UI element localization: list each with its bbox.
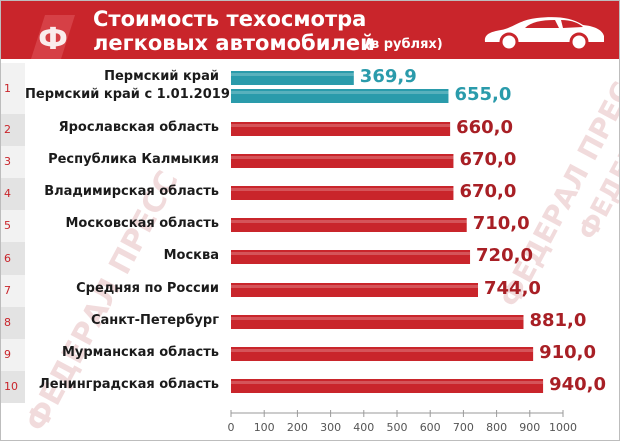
rank-number: 8	[4, 316, 11, 329]
bar-highlight	[231, 317, 524, 320]
value-label: 670,0	[459, 149, 517, 170]
category-label: Ярославская область	[58, 120, 219, 135]
rank-cell: 7	[1, 275, 25, 307]
x-tick-label: 500	[387, 421, 408, 434]
x-tick-label: 800	[486, 421, 507, 434]
category-label: Средняя по России	[76, 281, 219, 296]
bar-highlight	[231, 349, 534, 352]
x-tick-label: 1000	[549, 421, 577, 434]
rank-number: 3	[4, 155, 11, 168]
category-label: Республика Калмыкия	[48, 152, 219, 167]
bar	[231, 154, 454, 168]
x-tick-label: 600	[420, 421, 441, 434]
chart-title-line1: Стоимость техосмотра	[93, 7, 367, 31]
bar-highlight	[231, 220, 467, 223]
value-label: 655,0	[454, 84, 512, 105]
bar-highlight	[231, 124, 451, 127]
rank-number: 2	[4, 123, 11, 136]
bar	[231, 186, 454, 200]
rank-number: 4	[4, 187, 11, 200]
x-tick-label: 400	[353, 421, 374, 434]
rank-cell: 9	[1, 339, 25, 371]
bar	[231, 283, 479, 297]
value-label: 660,0	[456, 117, 514, 138]
x-tick-label: 700	[453, 421, 474, 434]
category-label: Санкт-Петербург	[90, 313, 219, 328]
value-label: 670,0	[459, 181, 517, 202]
category-label: Владимирская область	[44, 184, 219, 199]
bar	[231, 89, 449, 103]
car-icon	[484, 17, 604, 52]
rank-cell: 3	[1, 146, 25, 178]
category-label: Ленинградская область	[39, 377, 219, 392]
bar-highlight	[231, 381, 544, 384]
rank-number: 10	[4, 380, 18, 393]
chart-subtitle: (в рублях)	[365, 37, 443, 52]
value-label: 881,0	[529, 310, 587, 331]
value-label: 369,9	[359, 66, 417, 87]
x-tick-label: 0	[228, 421, 235, 434]
category-label: Мурманская область	[61, 345, 219, 360]
rank-number: 5	[4, 219, 11, 232]
bar	[231, 71, 354, 85]
rank-cell: 2	[1, 114, 25, 146]
rank-number: 7	[4, 284, 11, 297]
rank-strip: 1 2 3 4 5 6 7 8 9 10	[1, 63, 25, 409]
rank-cell: 5	[1, 210, 25, 242]
rank-number: 1	[4, 81, 11, 95]
rank-cell: 8	[1, 307, 25, 339]
bar-highlight	[231, 188, 454, 191]
bar	[231, 347, 534, 361]
x-tick-label: 900	[519, 421, 540, 434]
bar-highlight	[231, 73, 354, 76]
rank-cell: 6	[1, 242, 25, 275]
rank-number: 6	[4, 251, 11, 265]
bar	[231, 250, 471, 264]
bar	[231, 379, 544, 393]
bar-highlight	[231, 156, 454, 159]
category-label: Московская область	[65, 216, 220, 231]
category-label: Пермский край	[104, 69, 219, 84]
value-label: 940,0	[549, 374, 607, 395]
bar	[231, 315, 524, 329]
value-label: 710,0	[472, 213, 530, 234]
x-tick-label: 100	[254, 421, 275, 434]
rank-cell: 10	[1, 371, 25, 403]
x-tick-label: 300	[320, 421, 341, 434]
value-label: 910,0	[539, 342, 597, 363]
logo-icon: Ф	[31, 15, 75, 59]
chart-title-line2: легковых автомобилей	[93, 31, 375, 55]
bar	[231, 218, 467, 232]
header-banner: Ф Стоимость техосмотра легковых автомоби…	[1, 1, 619, 59]
value-label: 720,0	[476, 245, 533, 266]
category-label: Пермский край с 1.01.2019	[25, 87, 230, 102]
bar-highlight	[231, 252, 471, 255]
rank-cell: 4	[1, 178, 25, 210]
bar-highlight	[231, 285, 479, 288]
logo-letter: Ф	[38, 22, 68, 57]
rank-number: 9	[4, 348, 11, 361]
value-label: 744,0	[484, 278, 541, 299]
x-tick-label: 200	[287, 421, 308, 434]
rank-cell: 1	[1, 63, 25, 114]
bar	[231, 122, 451, 136]
bar-highlight	[231, 91, 449, 94]
category-label: Москва	[163, 248, 219, 263]
